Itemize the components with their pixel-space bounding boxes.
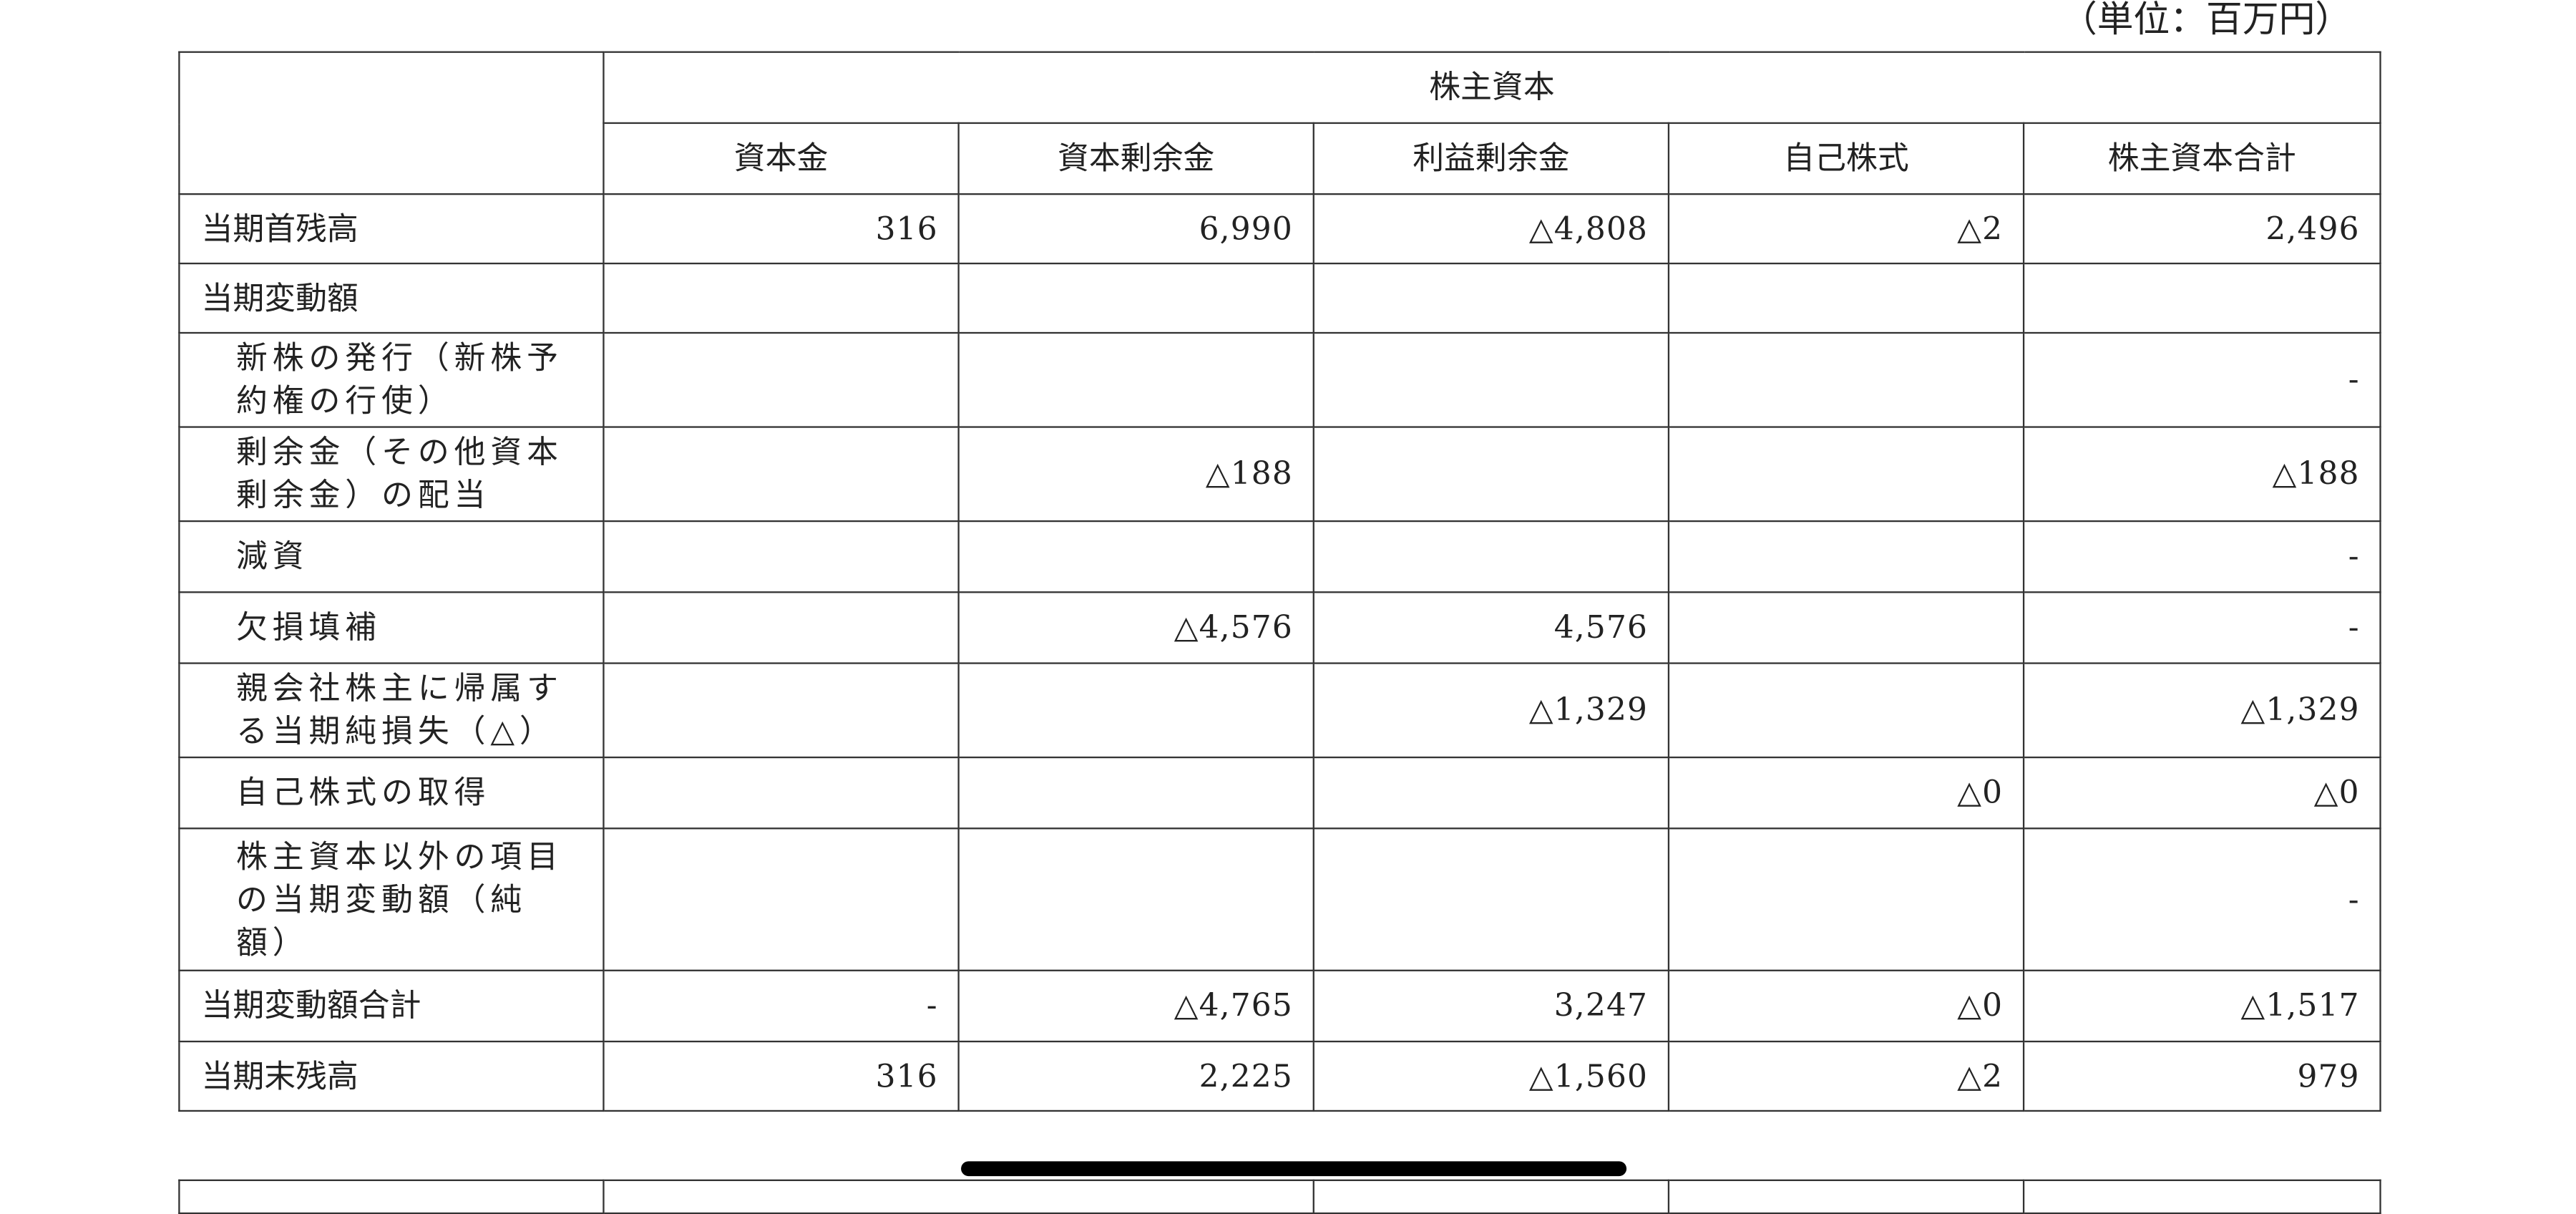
value-cell: △188	[2022, 426, 2381, 523]
next-table-top	[178, 1179, 2381, 1214]
value-cell: △2	[1667, 193, 2025, 265]
value-cell	[1312, 756, 1670, 830]
value-cell	[602, 591, 960, 664]
value-cell: -	[602, 969, 960, 1043]
value-cell: △2	[1667, 1040, 2025, 1112]
value-cell	[1667, 426, 2025, 523]
value-cell	[1667, 827, 2025, 971]
value-cell	[1667, 331, 2025, 428]
value-cell: 3,247	[1312, 969, 1670, 1043]
value-cell: △188	[957, 426, 1314, 523]
value-cell	[602, 756, 960, 830]
column-header: 資本金	[602, 122, 960, 195]
group-header-row: 株主資本	[178, 51, 2381, 195]
value-cell	[957, 331, 1314, 428]
row-label: 新株の発行（新株予約権の行使）	[178, 331, 605, 428]
value-cell: -	[2022, 827, 2381, 971]
column-header: 株主資本合計	[2022, 122, 2381, 195]
table-row: 剰余金（その他資本剰余金）の配当 △188 △188	[178, 426, 2381, 523]
value-cell	[602, 331, 960, 428]
table-row: 当期末残高 316 2,225 △1,560 △2 979	[178, 1040, 2381, 1112]
equity-changes-table: 株主資本 資本金 資本剰余金 利益剰余金 自己株式 株主資本合計 当期首残高 31…	[178, 51, 2381, 1112]
value-cell	[602, 827, 960, 971]
value-cell: △1,329	[2022, 662, 2381, 759]
value-cell	[1667, 662, 2025, 759]
value-cell	[1667, 591, 2025, 664]
value-cell: -	[2022, 331, 2381, 428]
value-cell: 4,576	[1312, 591, 1670, 664]
value-cell	[602, 426, 960, 523]
group-header: 株主資本	[602, 51, 2381, 125]
row-label: 欠損填補	[178, 591, 605, 664]
value-cell: -	[2022, 591, 2381, 664]
value-cell	[1312, 827, 1670, 971]
value-cell	[1312, 426, 1670, 523]
value-cell: △1,329	[1312, 662, 1670, 759]
value-cell: 979	[2022, 1040, 2381, 1112]
value-cell	[602, 662, 960, 759]
value-cell	[957, 756, 1314, 830]
value-cell	[1312, 262, 1670, 334]
value-cell: △0	[1667, 969, 2025, 1043]
table-row: 減資 -	[178, 520, 2381, 593]
value-cell: △4,808	[1312, 193, 1670, 265]
table-row: 当期変動額	[178, 262, 2381, 334]
value-cell: 2,496	[2022, 193, 2381, 265]
row-label: 剰余金（その他資本剰余金）の配当	[178, 426, 605, 523]
table-row: 欠損填補 △4,576 4,576 -	[178, 591, 2381, 664]
value-cell: 316	[602, 1040, 960, 1112]
column-header: 自己株式	[1667, 122, 2025, 195]
value-cell: 316	[602, 193, 960, 265]
value-cell: -	[2022, 520, 2381, 593]
column-header: 資本剰余金	[957, 122, 1314, 195]
row-label: 減資	[178, 520, 605, 593]
value-cell: △1,560	[1312, 1040, 1670, 1112]
row-label: 当期変動額	[178, 262, 605, 334]
value-cell: 2,225	[957, 1040, 1314, 1112]
value-cell: △0	[1667, 756, 2025, 830]
value-cell	[1312, 520, 1670, 593]
row-label: 当期変動額合計	[178, 969, 605, 1043]
row-label: 当期首残高	[178, 193, 605, 265]
value-cell: △4,576	[957, 591, 1314, 664]
table-row: 株主資本以外の項目の当期変動額（純額） -	[178, 827, 2381, 971]
value-cell: 6,990	[957, 193, 1314, 265]
value-cell	[957, 520, 1314, 593]
table-row: 当期変動額合計 - △4,765 3,247 △0 △1,517	[178, 969, 2381, 1043]
value-cell: △1,517	[2022, 969, 2381, 1043]
table-row: 新株の発行（新株予約権の行使） -	[178, 331, 2381, 428]
column-header: 利益剰余金	[1312, 122, 1670, 195]
value-cell	[957, 662, 1314, 759]
row-label: 親会社株主に帰属する当期純損失（△）	[178, 662, 605, 759]
table-row: 親会社株主に帰属する当期純損失（△） △1,329 △1,329	[178, 662, 2381, 759]
column-header-row: 資本金 資本剰余金 利益剰余金 自己株式 株主資本合計	[179, 122, 2381, 195]
value-cell	[1312, 331, 1670, 428]
value-cell: △4,765	[957, 969, 1314, 1043]
unit-note: （単位：百万円）	[2060, 0, 2352, 42]
table-row: 自己株式の取得 △0 △0	[178, 756, 2381, 830]
value-cell	[957, 262, 1314, 334]
scroll-indicator[interactable]	[961, 1161, 1627, 1177]
table-row: 当期首残高 316 6,990 △4,808 △2 2,496	[178, 193, 2381, 265]
row-label: 株主資本以外の項目の当期変動額（純額）	[178, 827, 605, 971]
value-cell	[602, 262, 960, 334]
corner-cell	[178, 51, 605, 195]
value-cell	[1667, 262, 2025, 334]
row-label: 当期末残高	[178, 1040, 605, 1112]
value-cell	[2022, 262, 2381, 334]
value-cell	[1667, 520, 2025, 593]
value-cell: △0	[2022, 756, 2381, 830]
row-label: 自己株式の取得	[178, 756, 605, 830]
value-cell	[957, 827, 1314, 971]
value-cell	[602, 520, 960, 593]
